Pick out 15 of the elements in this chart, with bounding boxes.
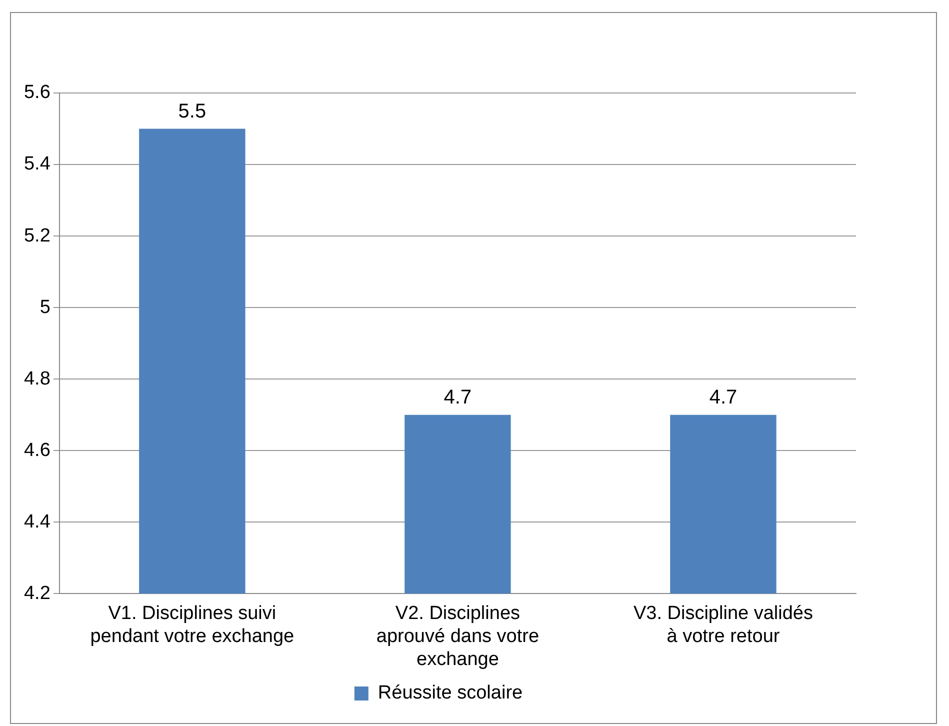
y-tick-label: 5.2	[24, 225, 50, 246]
legend-label: Réussite scolaire	[378, 682, 523, 704]
y-tick-label: 5.6	[24, 82, 50, 104]
data-label: 4.7	[709, 386, 738, 408]
y-tick-label: 4.2	[24, 582, 50, 604]
x-tick-label: V1. Disciplines suivi pendant votre exchange	[90, 603, 294, 648]
y-tick-label: 4.6	[24, 440, 50, 461]
y-tick-label: 4.4	[24, 511, 51, 532]
y-tick-label: 5	[40, 296, 50, 318]
data-label: 4.7	[444, 386, 472, 408]
y-tick-label: 4.8	[24, 368, 50, 390]
x-tick-label: V3. Discipline validés à votre retour	[633, 603, 813, 648]
x-tick-label: V2. Disciplines aprouvé dans votre exchange	[376, 603, 540, 670]
data-label: 5.5	[178, 100, 206, 122]
y-tick-label: 5.4	[24, 154, 51, 175]
